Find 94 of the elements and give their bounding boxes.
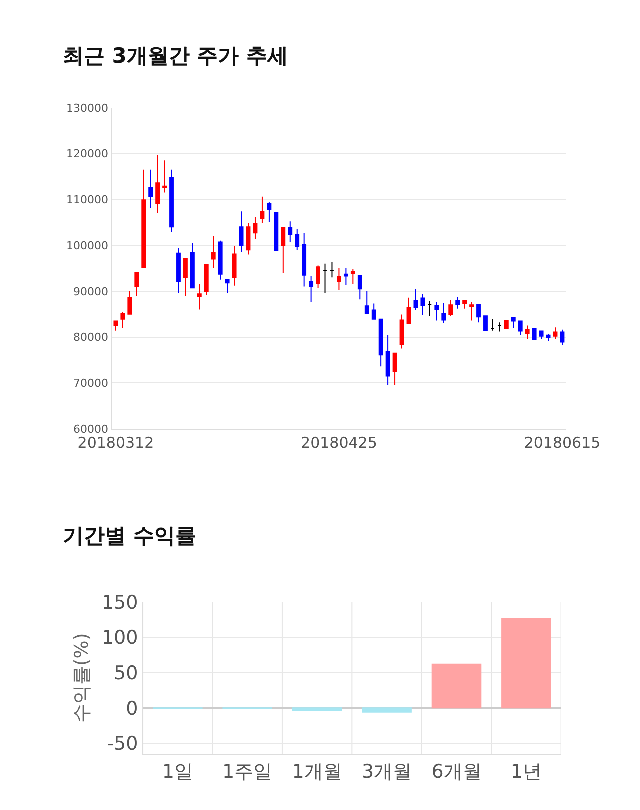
chart-title: 최근 3개월간 주가 추세 [63,44,289,68]
candlestick [372,303,376,320]
y-tick-label: 100 [102,627,138,650]
candlestick [128,290,132,315]
candlestick [378,318,384,368]
x-tick-label: 1주일 [222,760,273,783]
y-tick-label: 80000 [74,331,109,344]
candlestick [337,268,342,291]
candlestick [442,302,446,324]
candlestick [518,320,523,336]
y-tick-label: -50 [107,733,138,756]
candlestick [553,327,558,340]
candlestick [434,302,440,322]
chart-title: 기간별 수익률 [63,524,196,548]
candlestick [239,211,244,253]
candlestick [323,263,328,294]
candlestick [114,320,118,332]
candlestick [176,248,181,294]
candlestick [504,320,509,330]
candlestick [462,300,468,310]
x-tick-label: 20180425 [301,434,378,452]
candlestick [197,284,202,310]
candlestick [490,318,495,332]
candlestick [309,276,314,303]
candlestick [539,330,544,340]
candlestick [358,275,362,300]
candlestick [295,228,300,251]
bar [292,708,342,712]
candlestick [414,288,418,311]
candlestick [525,325,530,340]
candlestick [253,216,258,240]
x-tick-label: 1일 [162,760,194,783]
candlestick [246,222,251,256]
candlestick [406,297,412,324]
candlestick [190,242,195,289]
candlestick [386,334,390,386]
y-tick-label: 50 [114,662,138,685]
y-axis-title: 수익률(%) [70,633,93,724]
candlestick [316,265,320,289]
candlestick [350,268,356,285]
x-tick-label: 1년 [510,760,542,783]
y-tick-label: 130000 [66,102,109,115]
candlestick [448,300,454,317]
candlestick [456,296,460,310]
candlestick [267,201,272,223]
candlestick [260,196,265,224]
candlestick [546,334,551,342]
candlestick [142,169,146,268]
candlestick [364,290,370,314]
x-tick-label: 6개월 [432,760,482,783]
candlestick [162,160,167,194]
candlestick [476,304,481,324]
candlestick [156,154,160,214]
candlestick [392,352,398,386]
candlestick [204,264,209,296]
candlestick [225,278,230,294]
candlestick [288,221,293,243]
candlestick [497,322,502,332]
candlestick [484,316,488,332]
candlestick [170,169,174,233]
candlestick [148,169,154,209]
y-tick-label: 150 [102,592,138,614]
y-tick-label: 70000 [74,376,109,390]
candlestick [120,312,126,330]
candlestick [274,212,279,252]
candlestick [511,316,516,330]
candlestick [470,302,474,322]
x-tick-label: 3개월 [362,760,412,783]
candlestick [330,262,334,278]
x-tick-label: 20180615 [524,434,601,452]
y-tick-label: 90000 [74,285,109,298]
x-tick-label: 1개월 [292,760,342,783]
candlestick [344,268,348,286]
candlestick [281,227,286,274]
candlestick [211,236,216,268]
bar [502,618,552,709]
y-tick-label: 0 [126,698,138,720]
candlestick [560,329,565,346]
candlestick [532,328,537,340]
x-tick-label: 20180312 [78,434,154,452]
y-tick-label: 120000 [66,148,109,161]
candlestick [232,245,237,286]
y-tick-label: 100000 [66,239,109,252]
candlestick [428,300,432,317]
candlestick [184,258,188,297]
candlestick [420,294,426,316]
candlestick [302,232,307,288]
candlestick [134,272,140,296]
y-tick-label: 60000 [74,422,109,436]
candlestick [400,314,404,350]
bar [362,708,412,713]
bar [432,664,482,709]
y-tick-label: 110000 [66,194,109,206]
candlestick [218,240,223,280]
